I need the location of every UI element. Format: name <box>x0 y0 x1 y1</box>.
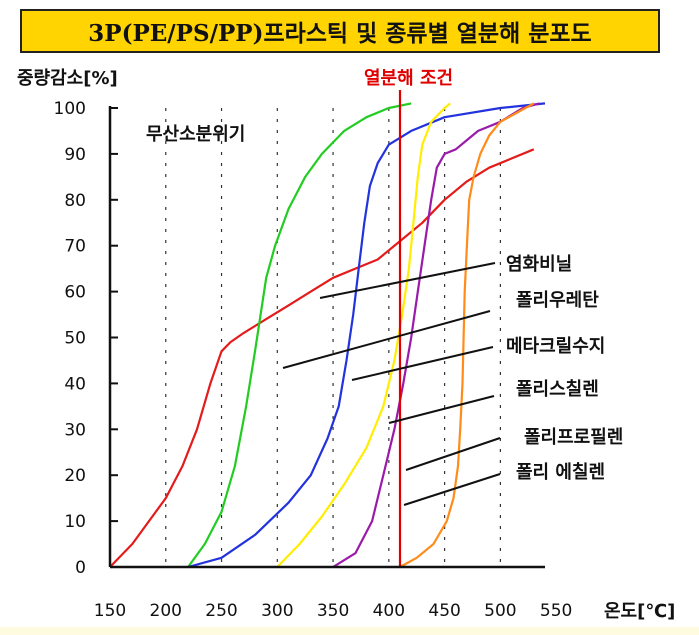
y-tick-label: 100 <box>54 99 86 119</box>
annotation-leader-line <box>319 262 496 299</box>
y-tick-label: 40 <box>64 374 86 394</box>
annotation-leader-line <box>405 437 501 471</box>
y-axis-label: 중량감소[%] <box>17 68 118 89</box>
x-axis-label: 온도[℃] <box>604 601 675 622</box>
y-tick-label: 50 <box>64 329 86 349</box>
x-tick-label: 450 <box>428 601 460 621</box>
x-tick-label: 300 <box>261 601 293 621</box>
y-tick-label: 0 <box>75 558 86 578</box>
series-annotation-label: 염화비닐 <box>506 254 572 275</box>
series-annotation-label: 메타크릴수지 <box>506 335 605 357</box>
condition-label: 열분해 조건 <box>364 68 453 89</box>
x-tick-label: 400 <box>373 601 405 621</box>
series-line <box>187 102 412 568</box>
y-tick-label: 30 <box>64 420 86 440</box>
annotation-leader-line <box>282 310 491 369</box>
series-line <box>332 102 540 568</box>
annotation-leader-line <box>403 473 501 506</box>
series-curves <box>109 102 546 569</box>
bottom-strip <box>0 627 699 635</box>
y-tick-label: 20 <box>64 466 86 486</box>
series-line <box>276 102 451 568</box>
series-annotation-label: 폴리 에칠렌 <box>516 462 605 483</box>
x-tick-label: 550 <box>540 601 572 621</box>
y-tick-label: 60 <box>64 283 86 303</box>
y-tick-label: 80 <box>64 191 86 211</box>
x-tick-label: 500 <box>484 601 516 621</box>
axes <box>108 106 545 569</box>
grid-lines <box>165 108 501 567</box>
annotation-leaders <box>282 262 501 506</box>
atmosphere-label: 무산소분위기 <box>146 124 245 145</box>
x-tick-label: 150 <box>94 601 126 621</box>
tick-labels: 0 10 20 30 40 50 60 70 80 90 100 150 200 250 300 350 400… <box>54 99 573 621</box>
series-line <box>109 148 535 568</box>
series-annotation-label: 폴리우레탄 <box>516 290 599 311</box>
annotation-leader-line <box>388 395 495 424</box>
y-tick-label: 70 <box>64 237 86 257</box>
chart-texts: 중량감소[%] 온도[℃] 무산소분위기 열분해 조건 <box>17 68 675 622</box>
y-tick-label: 90 <box>64 145 86 165</box>
annotation-leader-line <box>351 346 494 381</box>
chart-title: 3P(PE/PS/PP)프라스틱 및 종류별 열분해 분포도 <box>88 20 592 47</box>
x-tick-label: 350 <box>317 601 349 621</box>
y-tick-label: 10 <box>64 512 86 532</box>
series-annotation-label: 폴리프로필렌 <box>524 427 623 448</box>
chart-title-box: 3P(PE/PS/PP)프라스틱 및 종류별 열분해 분포도 <box>20 9 660 53</box>
x-tick-label: 250 <box>205 601 237 621</box>
x-tick-label: 200 <box>150 601 182 621</box>
series-line <box>399 102 535 568</box>
series-annotation-label: 폴리스칠렌 <box>516 379 599 400</box>
